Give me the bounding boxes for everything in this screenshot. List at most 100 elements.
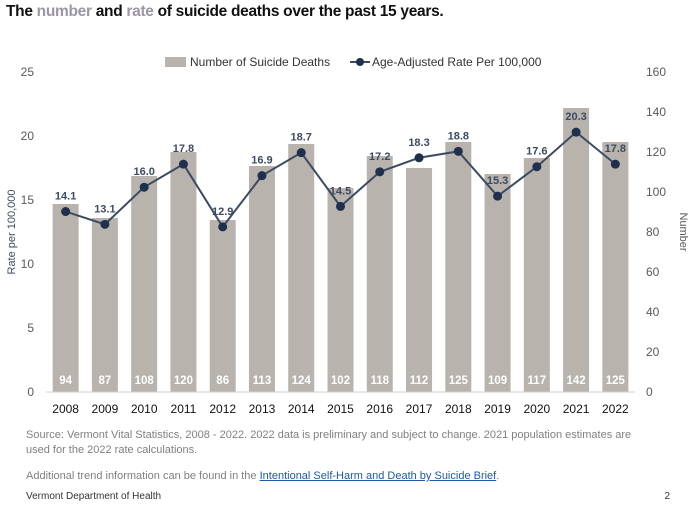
bar-count-label: 125	[449, 375, 469, 387]
right-axis-tick: 80	[646, 225, 660, 239]
rate-point	[532, 162, 542, 172]
rate-value-label: 12.9	[212, 206, 233, 218]
rate-value-label: 14.1	[55, 191, 76, 203]
x-tick-label: 2019	[484, 402, 511, 416]
bar	[170, 152, 197, 392]
rate-point	[218, 222, 228, 232]
title-mid: and	[91, 3, 127, 20]
rate-point	[493, 191, 503, 201]
trend-text: Additional trend information can be foun…	[26, 470, 260, 482]
rate-value-label: 16.9	[251, 155, 272, 167]
right-axis-tick: 120	[646, 145, 666, 159]
bar-count-label: 86	[216, 375, 229, 387]
left-axis-tick: 15	[21, 193, 35, 207]
rate-point	[336, 201, 345, 211]
bar	[131, 176, 158, 392]
rate-value-label: 17.8	[605, 143, 626, 155]
x-tick-label: 2011	[171, 402, 197, 416]
bar	[209, 220, 236, 392]
left-axis-tick: 25	[21, 65, 35, 79]
x-tick-label: 2021	[563, 402, 590, 416]
rate-point	[375, 167, 385, 177]
left-axis-title: Rate per 100,000	[6, 189, 18, 274]
title-highlight-rate: rate	[126, 3, 154, 20]
bar	[91, 218, 118, 392]
x-tick-label: 2017	[406, 402, 433, 416]
bar	[248, 166, 275, 392]
bar	[406, 168, 433, 392]
legend-line-marker	[356, 58, 364, 66]
rate-point	[453, 146, 463, 156]
rate-point	[414, 153, 424, 163]
bar	[327, 188, 354, 392]
bar	[602, 142, 629, 392]
bar-count-label: 102	[331, 375, 350, 387]
legend-bar-swatch	[165, 57, 186, 67]
bar	[484, 174, 511, 392]
right-axis-tick: 40	[646, 305, 660, 319]
x-tick-label: 2010	[131, 402, 158, 416]
rate-value-label: 17.8	[173, 143, 194, 155]
page-number: 2	[664, 491, 670, 502]
rate-value-label: 18.3	[408, 137, 429, 149]
chart-title: The number and rate of suicide deaths ov…	[6, 3, 444, 21]
right-axis-tick: 60	[646, 265, 660, 279]
rate-value-label: 17.6	[526, 146, 547, 158]
left-axis-tick: 20	[21, 129, 35, 143]
bar	[523, 158, 550, 392]
title-pre: The	[6, 3, 37, 20]
title-highlight-number: number	[36, 3, 92, 20]
bar-count-label: 120	[174, 375, 193, 387]
right-axis-tick: 140	[646, 105, 666, 119]
x-tick-label: 2015	[327, 402, 354, 416]
bar-count-label: 87	[99, 375, 112, 387]
bar-count-label: 94	[59, 375, 72, 387]
rate-point	[296, 148, 306, 158]
x-tick-label: 2018	[445, 402, 472, 416]
left-axis-tick: 5	[27, 321, 34, 335]
rate-value-label: 14.5	[330, 185, 351, 197]
left-axis-tick: 0	[27, 385, 34, 399]
combo-chart: Number of Suicide Deaths Age-Adjusted Rat…	[6, 55, 688, 416]
rate-point	[610, 159, 620, 169]
bar-count-label: 109	[488, 375, 507, 387]
right-axis-tick: 20	[646, 345, 660, 359]
x-tick-label: 2016	[366, 402, 393, 416]
bar	[366, 156, 393, 392]
right-axis-tick: 0	[646, 385, 653, 399]
rate-value-label: 16.0	[133, 166, 154, 178]
rate-value-label: 15.3	[487, 175, 508, 187]
x-tick-label: 2012	[209, 402, 236, 416]
legend-bar-label: Number of Suicide Deaths	[190, 55, 330, 69]
bar	[563, 108, 590, 392]
bar-count-label: 112	[410, 375, 429, 387]
x-tick-label: 2008	[52, 402, 79, 416]
bar-count-label: 125	[606, 375, 626, 387]
rate-value-label: 18.8	[448, 130, 469, 142]
rate-point	[257, 171, 267, 181]
right-axis-tick: 160	[646, 65, 666, 79]
bar-count-label: 118	[370, 375, 389, 387]
bar	[445, 142, 472, 392]
bar	[52, 204, 79, 392]
rate-point	[100, 219, 110, 229]
left-axis-tick: 10	[21, 257, 35, 271]
x-tick-label: 2022	[602, 402, 629, 416]
bar-count-label: 142	[567, 375, 586, 387]
right-axis-title: Number	[677, 212, 688, 251]
bar-count-label: 108	[135, 375, 155, 387]
suicide-brief-link[interactable]: Intentional Self-Harm and Death by Suici…	[259, 470, 497, 482]
rate-value-label: 20.3	[565, 111, 586, 123]
legend-line-label: Age-Adjusted Rate Per 100,000	[372, 55, 542, 69]
rate-point	[61, 207, 71, 217]
rate-point	[571, 127, 581, 137]
rate-point	[178, 159, 188, 169]
x-tick-label: 2020	[523, 402, 550, 416]
x-tick-label: 2009	[92, 402, 119, 416]
bar-count-label: 124	[292, 375, 312, 387]
trend-end: .	[496, 470, 500, 482]
bar	[288, 144, 315, 392]
bar-count-label: 117	[528, 375, 547, 387]
rate-value-label: 17.2	[369, 151, 390, 163]
rate-point	[139, 182, 149, 192]
